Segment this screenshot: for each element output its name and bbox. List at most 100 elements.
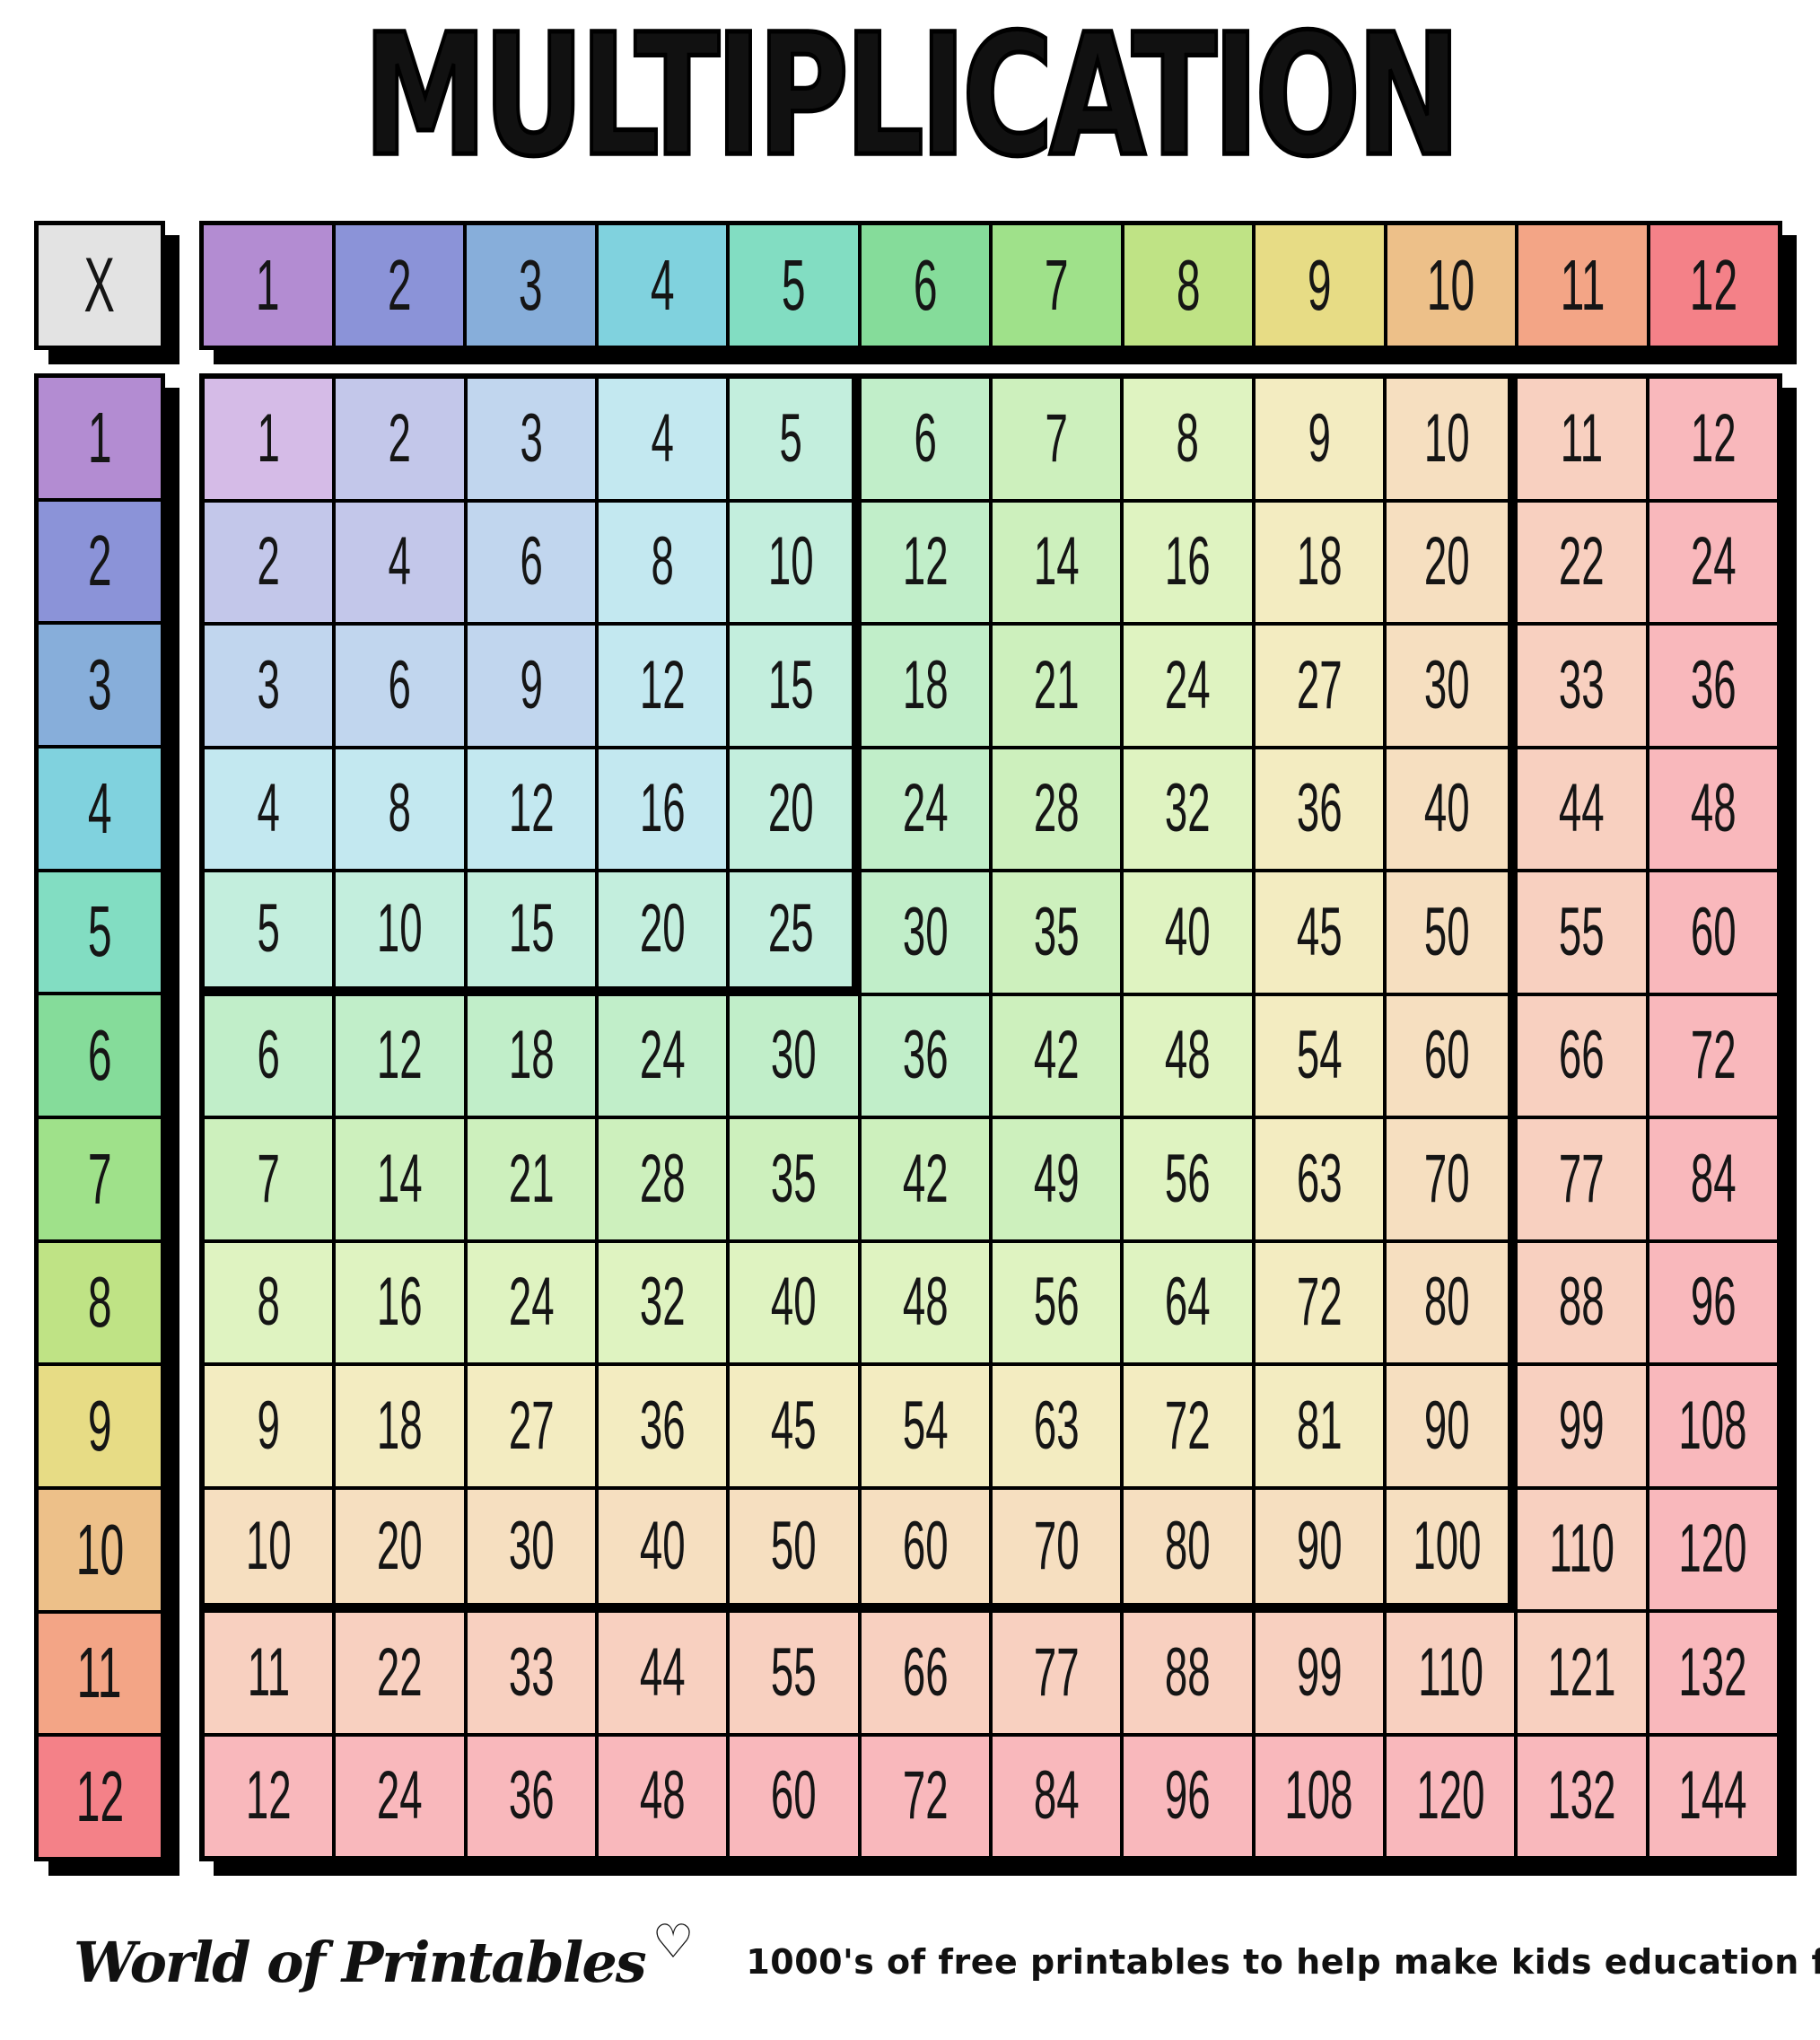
product-cell-label: 24 <box>377 1762 423 1830</box>
product-cell-label: 42 <box>1034 1021 1080 1090</box>
product-cell: 1 <box>205 379 332 499</box>
product-cell: 110 <box>1518 1490 1645 1610</box>
row-header-cell-label: 10 <box>75 1514 123 1586</box>
product-cell: 8 <box>205 1243 332 1363</box>
row-header-cell-label: 9 <box>88 1390 112 1462</box>
product-cell-label: 10 <box>768 528 814 596</box>
product-cell: 14 <box>336 1119 463 1239</box>
product-cell-label: 70 <box>1034 1512 1080 1580</box>
product-cell-label: 8 <box>651 528 673 596</box>
product-cell-label: 27 <box>1296 652 1342 720</box>
product-cell: 132 <box>1518 1737 1645 1857</box>
row-header-cell: 12 <box>39 1737 161 1857</box>
product-cell: 35 <box>993 872 1120 993</box>
product-cell: 32 <box>599 1243 726 1363</box>
product-cell-label: 2 <box>257 528 279 596</box>
product-cell-label: 21 <box>508 1145 554 1213</box>
product-cell-label: 9 <box>257 1392 279 1460</box>
product-cell-label: 6 <box>389 652 411 720</box>
product-cell-label: 8 <box>257 1268 279 1336</box>
product-cell: 2 <box>336 379 463 499</box>
product-cell-label: 12 <box>508 775 554 843</box>
product-cell-label: 8 <box>389 775 411 843</box>
product-cell: 11 <box>205 1613 332 1733</box>
product-cell-label: 144 <box>1679 1762 1747 1830</box>
product-cell-label: 40 <box>1424 775 1470 843</box>
product-cell: 8 <box>336 749 463 870</box>
product-cell: 24 <box>862 749 989 870</box>
product-cell-label: 5 <box>779 405 801 473</box>
product-cell-label: 63 <box>1296 1145 1342 1213</box>
product-cell-label: 36 <box>1296 775 1342 843</box>
product-cell-label: 96 <box>1690 1268 1736 1336</box>
product-cell-label: 14 <box>377 1145 423 1213</box>
product-cell: 8 <box>599 503 726 623</box>
product-cell-label: 4 <box>651 405 673 473</box>
product-cell-label: 81 <box>1296 1392 1342 1460</box>
column-header-cell-label: 1 <box>256 250 280 321</box>
product-cell: 8 <box>1124 379 1251 499</box>
column-header-cell-label: 3 <box>519 250 543 321</box>
product-cell-label: 15 <box>768 652 814 720</box>
row-header-strip: 123456789101112 <box>34 373 165 1861</box>
row-header-cell-label: 6 <box>88 1020 112 1091</box>
row-header-cell-label: 4 <box>88 773 112 845</box>
product-cell-label: 6 <box>520 528 542 596</box>
column-header-cell-label: 4 <box>650 250 674 321</box>
product-cell: 20 <box>599 872 726 993</box>
product-cell-label: 28 <box>1034 775 1080 843</box>
column-header-cell: 3 <box>467 225 595 346</box>
product-cell: 55 <box>1518 872 1645 993</box>
column-header-cell-label: 9 <box>1308 250 1332 321</box>
product-cell-label: 18 <box>902 652 948 720</box>
product-cell: 60 <box>730 1737 857 1857</box>
row-header-cell: 4 <box>39 749 161 869</box>
product-cell-label: 14 <box>1034 528 1080 596</box>
product-cell-label: 20 <box>768 775 814 843</box>
product-cell: 20 <box>336 1490 463 1610</box>
product-cell-label: 33 <box>508 1639 554 1707</box>
product-cell: 20 <box>1387 503 1514 623</box>
product-cell-label: 54 <box>1296 1021 1342 1090</box>
product-cell: 16 <box>336 1243 463 1363</box>
product-cell: 9 <box>468 626 595 746</box>
product-cell: 6 <box>336 626 463 746</box>
product-cell: 44 <box>1518 749 1645 870</box>
product-cell-label: 70 <box>1424 1145 1470 1213</box>
corner-cell: X <box>34 221 165 350</box>
product-cell: 66 <box>862 1613 989 1733</box>
product-cell: 56 <box>1124 1119 1251 1239</box>
column-header-cell: 9 <box>1256 225 1384 346</box>
product-cell-label: 18 <box>508 1021 554 1090</box>
product-cell: 48 <box>862 1243 989 1363</box>
product-cell: 42 <box>993 996 1120 1116</box>
product-cell: 22 <box>336 1613 463 1733</box>
product-cell-label: 99 <box>1559 1392 1605 1460</box>
product-cell-label: 72 <box>1690 1021 1736 1090</box>
column-header-cell: 10 <box>1387 225 1516 346</box>
product-cell-label: 90 <box>1296 1512 1342 1580</box>
product-cell-label: 15 <box>508 895 554 963</box>
product-cell: 70 <box>993 1490 1120 1610</box>
product-cell-label: 56 <box>1165 1145 1211 1213</box>
product-cell: 48 <box>1649 749 1777 870</box>
product-cell-label: 48 <box>1165 1021 1211 1090</box>
product-cell-label: 16 <box>640 775 686 843</box>
product-cell: 10 <box>1387 379 1514 499</box>
product-cell: 6 <box>468 503 595 623</box>
product-cell: 12 <box>205 1737 332 1857</box>
product-cell-label: 84 <box>1690 1145 1736 1213</box>
product-cell: 72 <box>1256 1243 1383 1363</box>
row-header-cell: 2 <box>39 502 161 622</box>
row-header-cell-label: 5 <box>88 896 112 967</box>
product-cell-label: 30 <box>1424 652 1470 720</box>
product-cell-label: 45 <box>1296 898 1342 967</box>
product-cell-label: 30 <box>902 898 948 967</box>
product-cell-label: 77 <box>1034 1639 1080 1707</box>
row-header-cell-label: 12 <box>75 1761 123 1833</box>
product-cell-label: 33 <box>1559 652 1605 720</box>
product-cell: 44 <box>599 1613 726 1733</box>
product-cell-label: 24 <box>902 775 948 843</box>
product-cell-label: 60 <box>902 1512 948 1580</box>
product-cell-label: 12 <box>377 1021 423 1090</box>
